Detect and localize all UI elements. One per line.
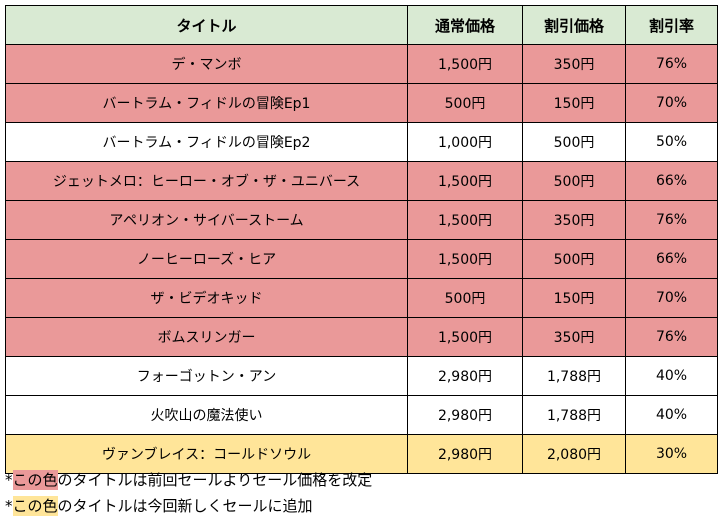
cell-discount-price: 500円 xyxy=(522,161,626,201)
table-row: ヴァンブレイス：コールドソウル 2,980円 2,080円 30% xyxy=(5,434,718,474)
table-row: バートラム・フィドルの冒険Ep2 1,000円 500円 50% xyxy=(5,122,718,162)
cell-regular-price: 2,980円 xyxy=(407,395,523,435)
header-discount-rate: 割引率 xyxy=(625,5,718,45)
note-text: のタイトルは今回新しくセールに追加 xyxy=(57,497,313,515)
cell-discount-price: 350円 xyxy=(522,200,626,240)
cell-discount-price: 150円 xyxy=(522,278,626,318)
table-header-row: タイトル 通常価格 割引価格 割引率 xyxy=(5,5,718,45)
cell-discount-rate: 30% xyxy=(625,434,718,474)
legend-notes: *この色のタイトルは前回セールよりセール価格を改定 *この色のタイトルは今回新し… xyxy=(5,467,372,519)
cell-discount-rate: 66% xyxy=(625,161,718,201)
cell-discount-price: 1,788円 xyxy=(522,356,626,396)
cell-title: ジェットメロ：ヒーロー・オブ・ザ・ユニバース xyxy=(5,161,408,201)
note-prefix: * xyxy=(5,471,13,489)
cell-regular-price: 500円 xyxy=(407,83,523,123)
cell-title: バートラム・フィドルの冒険Ep1 xyxy=(5,83,408,123)
table-row: ボムスリンガー 1,500円 350円 76% xyxy=(5,317,718,357)
table-row: ジェットメロ：ヒーロー・オブ・ザ・ユニバース 1,500円 500円 66% xyxy=(5,161,718,201)
cell-title: 火吹山の魔法使い xyxy=(5,395,408,435)
cell-discount-rate: 40% xyxy=(625,395,718,435)
cell-title: ヴァンブレイス：コールドソウル xyxy=(5,434,408,474)
legend-note-new: *この色のタイトルは今回新しくセールに追加 xyxy=(5,493,372,519)
cell-discount-rate: 40% xyxy=(625,356,718,396)
header-regular-price: 通常価格 xyxy=(407,5,523,45)
header-title: タイトル xyxy=(5,5,408,45)
cell-discount-price: 1,788円 xyxy=(522,395,626,435)
cell-title: バートラム・フィドルの冒険Ep2 xyxy=(5,122,408,162)
cell-discount-price: 2,080円 xyxy=(522,434,626,474)
cell-title: フォーゴットン・アン xyxy=(5,356,408,396)
cell-regular-price: 1,500円 xyxy=(407,161,523,201)
cell-discount-rate: 70% xyxy=(625,83,718,123)
cell-discount-price: 350円 xyxy=(522,317,626,357)
cell-regular-price: 1,500円 xyxy=(407,200,523,240)
color-swatch-new: この色 xyxy=(12,496,58,516)
cell-regular-price: 2,980円 xyxy=(407,356,523,396)
cell-title: ボムスリンガー xyxy=(5,317,408,357)
cell-discount-price: 500円 xyxy=(522,239,626,279)
note-text: のタイトルは前回セールよりセール価格を改定 xyxy=(57,471,373,489)
cell-discount-rate: 70% xyxy=(625,278,718,318)
cell-regular-price: 2,980円 xyxy=(407,434,523,474)
table-row: アペリオン・サイバーストーム 1,500円 350円 76% xyxy=(5,200,718,240)
cell-title: デ・マンボ xyxy=(5,44,408,84)
cell-discount-rate: 76% xyxy=(625,44,718,84)
cell-regular-price: 1,500円 xyxy=(407,44,523,84)
cell-discount-rate: 66% xyxy=(625,239,718,279)
table-row: 火吹山の魔法使い 2,980円 1,788円 40% xyxy=(5,395,718,435)
cell-discount-rate: 76% xyxy=(625,317,718,357)
cell-discount-price: 500円 xyxy=(522,122,626,162)
table-body: デ・マンボ 1,500円 350円 76% バートラム・フィドルの冒険Ep1 500円 15… xyxy=(5,44,718,474)
cell-title: アペリオン・サイバーストーム xyxy=(5,200,408,240)
cell-discount-price: 350円 xyxy=(522,44,626,84)
sale-table-container: タイトル 通常価格 割引価格 割引率 デ・マンボ 1,500円 350円 76% バート… xyxy=(5,5,718,474)
cell-regular-price: 1,000円 xyxy=(407,122,523,162)
cell-title: ノーヒーローズ・ヒア xyxy=(5,239,408,279)
cell-regular-price: 1,500円 xyxy=(407,317,523,357)
legend-note-changed: *この色のタイトルは前回セールよりセール価格を改定 xyxy=(5,467,372,493)
cell-title: ザ・ビデオキッド xyxy=(5,278,408,318)
header-discount-price: 割引価格 xyxy=(522,5,626,45)
table-row: デ・マンボ 1,500円 350円 76% xyxy=(5,44,718,84)
cell-discount-price: 150円 xyxy=(522,83,626,123)
table-row: ザ・ビデオキッド 500円 150円 70% xyxy=(5,278,718,318)
cell-discount-rate: 76% xyxy=(625,200,718,240)
table-row: バートラム・フィドルの冒険Ep1 500円 150円 70% xyxy=(5,83,718,123)
sale-price-table: タイトル 通常価格 割引価格 割引率 デ・マンボ 1,500円 350円 76% バート… xyxy=(5,5,718,474)
note-prefix: * xyxy=(5,497,13,515)
color-swatch-changed: この色 xyxy=(12,470,58,490)
table-row: フォーゴットン・アン 2,980円 1,788円 40% xyxy=(5,356,718,396)
cell-discount-rate: 50% xyxy=(625,122,718,162)
cell-regular-price: 1,500円 xyxy=(407,239,523,279)
table-row: ノーヒーローズ・ヒア 1,500円 500円 66% xyxy=(5,239,718,279)
cell-regular-price: 500円 xyxy=(407,278,523,318)
